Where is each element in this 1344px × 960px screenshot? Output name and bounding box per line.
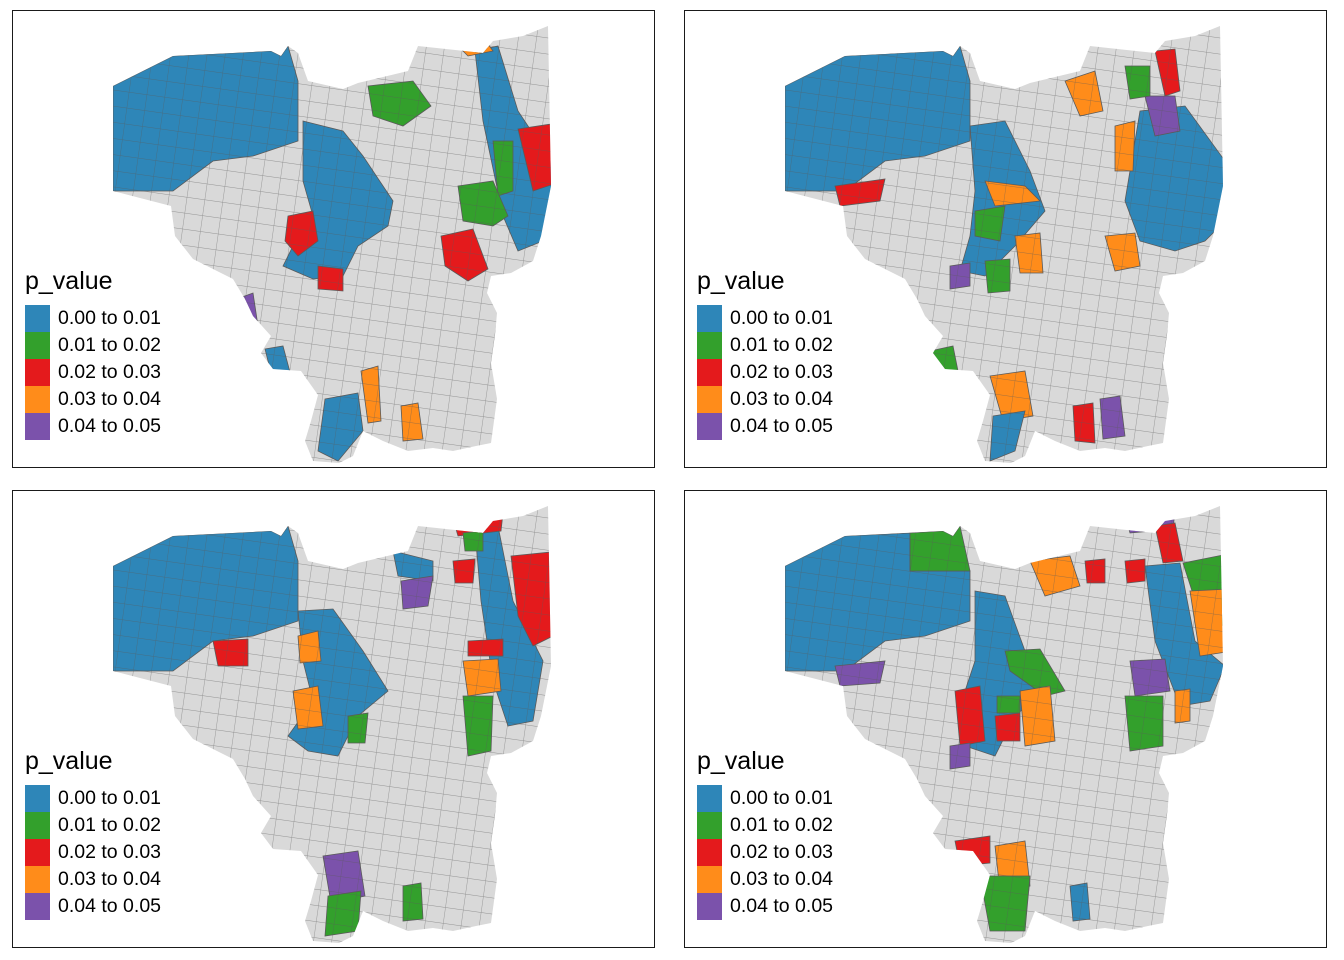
map-panel-2: p_value 0.00 to 0.01 0.01 to 0.02 0.02 t… (684, 10, 1327, 468)
legend: p_value 0.00 to 0.01 0.01 to 0.02 0.02 t… (697, 747, 833, 920)
legend-item: 0.02 to 0.03 (25, 359, 161, 386)
legend-label: 0.00 to 0.01 (58, 307, 162, 329)
legend-item: 0.04 to 0.05 (697, 413, 833, 440)
legend-swatch (25, 812, 50, 839)
legend-item: 0.02 to 0.03 (697, 839, 833, 866)
legend-item: 0.04 to 0.05 (25, 413, 161, 440)
legend-swatch (25, 332, 50, 359)
legend-swatch (25, 785, 50, 812)
legend-label: 0.01 to 0.02 (730, 334, 834, 356)
legend-swatch (697, 839, 722, 866)
legend-swatch (697, 386, 722, 413)
legend-label: 0.04 to 0.05 (58, 895, 162, 917)
legend-item: 0.00 to 0.01 (697, 305, 833, 332)
legend-item: 0.00 to 0.01 (25, 785, 161, 812)
legend-title: p_value (697, 267, 785, 295)
legend-label: 0.02 to 0.03 (58, 361, 162, 383)
legend-swatch (25, 386, 50, 413)
legend-item: 0.04 to 0.05 (697, 893, 833, 920)
legend-label: 0.02 to 0.03 (730, 361, 834, 383)
legend-label: 0.03 to 0.04 (58, 868, 162, 890)
legend-item: 0.04 to 0.05 (25, 893, 161, 920)
legend-swatch (697, 785, 722, 812)
legend-label: 0.01 to 0.02 (58, 334, 162, 356)
choropleth-map (113, 506, 551, 943)
legend-label: 0.01 to 0.02 (730, 814, 834, 836)
legend-label: 0.04 to 0.05 (730, 895, 834, 917)
legend-swatch (25, 866, 50, 893)
legend-swatch (25, 359, 50, 386)
legend-swatch (697, 893, 722, 920)
map-panel-3: p_value 0.00 to 0.01 0.01 to 0.02 0.02 t… (12, 490, 655, 948)
legend-swatch (697, 332, 722, 359)
legend-swatch (697, 812, 722, 839)
legend-label: 0.00 to 0.01 (730, 787, 834, 809)
legend: p_value 0.00 to 0.01 0.01 to 0.02 0.02 t… (25, 747, 161, 920)
choropleth-map (785, 26, 1223, 463)
legend-swatch (25, 839, 50, 866)
legend-swatch (697, 359, 722, 386)
legend: p_value 0.00 to 0.01 0.01 to 0.02 0.02 t… (697, 267, 833, 440)
choropleth-map (113, 26, 551, 463)
legend-swatch (25, 413, 50, 440)
legend-swatch (697, 866, 722, 893)
legend-label: 0.02 to 0.03 (730, 841, 834, 863)
choropleth-map (785, 506, 1223, 943)
legend-label: 0.01 to 0.02 (58, 814, 162, 836)
legend-title: p_value (697, 747, 785, 775)
legend-swatch (25, 305, 50, 332)
legend-label: 0.03 to 0.04 (730, 868, 834, 890)
legend-label: 0.03 to 0.04 (58, 388, 162, 410)
legend-swatch (697, 413, 722, 440)
legend-label: 0.00 to 0.01 (730, 307, 834, 329)
legend-label: 0.04 to 0.05 (58, 415, 162, 437)
legend-item: 0.03 to 0.04 (697, 866, 833, 893)
legend-title: p_value (25, 267, 113, 295)
legend-swatch (25, 893, 50, 920)
legend-item: 0.00 to 0.01 (25, 305, 161, 332)
legend: p_value 0.00 to 0.01 0.01 to 0.02 0.02 t… (25, 267, 161, 440)
legend-item: 0.03 to 0.04 (697, 386, 833, 413)
map-panel-1: p_value 0.00 to 0.01 0.01 to 0.02 0.02 t… (12, 10, 655, 468)
legend-label: 0.03 to 0.04 (730, 388, 834, 410)
legend-item: 0.01 to 0.02 (697, 812, 833, 839)
legend-label: 0.04 to 0.05 (730, 415, 834, 437)
legend-item: 0.01 to 0.02 (25, 332, 161, 359)
legend-item: 0.00 to 0.01 (697, 785, 833, 812)
legend-label: 0.02 to 0.03 (58, 841, 162, 863)
legend-item: 0.02 to 0.03 (697, 359, 833, 386)
legend-item: 0.03 to 0.04 (25, 386, 161, 413)
legend-item: 0.01 to 0.02 (697, 332, 833, 359)
legend-item: 0.01 to 0.02 (25, 812, 161, 839)
legend-title: p_value (25, 747, 113, 775)
legend-item: 0.03 to 0.04 (25, 866, 161, 893)
legend-item: 0.02 to 0.03 (25, 839, 161, 866)
map-panel-4: p_value 0.00 to 0.01 0.01 to 0.02 0.02 t… (684, 490, 1327, 948)
legend-label: 0.00 to 0.01 (58, 787, 162, 809)
legend-swatch (697, 305, 722, 332)
